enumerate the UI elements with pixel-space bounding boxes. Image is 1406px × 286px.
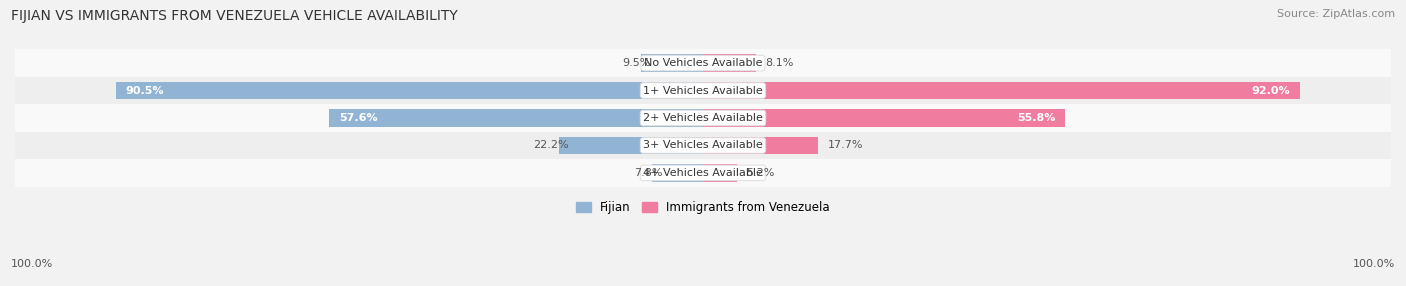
Bar <box>15 49 1391 77</box>
Bar <box>641 54 703 72</box>
Bar <box>703 164 737 182</box>
Text: 8.1%: 8.1% <box>765 58 793 68</box>
Text: 90.5%: 90.5% <box>125 86 165 96</box>
Text: 7.8%: 7.8% <box>634 168 662 178</box>
Bar <box>703 54 755 72</box>
Text: 22.2%: 22.2% <box>533 140 568 150</box>
Legend: Fijian, Immigrants from Venezuela: Fijian, Immigrants from Venezuela <box>572 197 834 219</box>
Bar <box>15 159 1391 187</box>
Text: 2+ Vehicles Available: 2+ Vehicles Available <box>643 113 763 123</box>
Bar <box>329 109 703 127</box>
Text: 5.2%: 5.2% <box>747 168 775 178</box>
Text: 55.8%: 55.8% <box>1017 113 1056 123</box>
Bar <box>560 136 703 154</box>
Text: No Vehicles Available: No Vehicles Available <box>644 58 762 68</box>
Bar <box>652 164 703 182</box>
Text: 100.0%: 100.0% <box>11 259 53 269</box>
Text: 57.6%: 57.6% <box>339 113 377 123</box>
Text: 100.0%: 100.0% <box>1353 259 1395 269</box>
Text: 3+ Vehicles Available: 3+ Vehicles Available <box>643 140 763 150</box>
Bar <box>703 136 818 154</box>
Text: 1+ Vehicles Available: 1+ Vehicles Available <box>643 86 763 96</box>
Text: FIJIAN VS IMMIGRANTS FROM VENEZUELA VEHICLE AVAILABILITY: FIJIAN VS IMMIGRANTS FROM VENEZUELA VEHI… <box>11 9 458 23</box>
Bar <box>703 82 1301 100</box>
Bar <box>15 104 1391 132</box>
Text: 4+ Vehicles Available: 4+ Vehicles Available <box>643 168 763 178</box>
Text: 17.7%: 17.7% <box>828 140 863 150</box>
Bar <box>703 109 1066 127</box>
Bar <box>115 82 703 100</box>
Bar <box>15 77 1391 104</box>
Text: Source: ZipAtlas.com: Source: ZipAtlas.com <box>1277 9 1395 19</box>
Text: 92.0%: 92.0% <box>1251 86 1291 96</box>
Text: 9.5%: 9.5% <box>623 58 651 68</box>
Bar <box>15 132 1391 159</box>
